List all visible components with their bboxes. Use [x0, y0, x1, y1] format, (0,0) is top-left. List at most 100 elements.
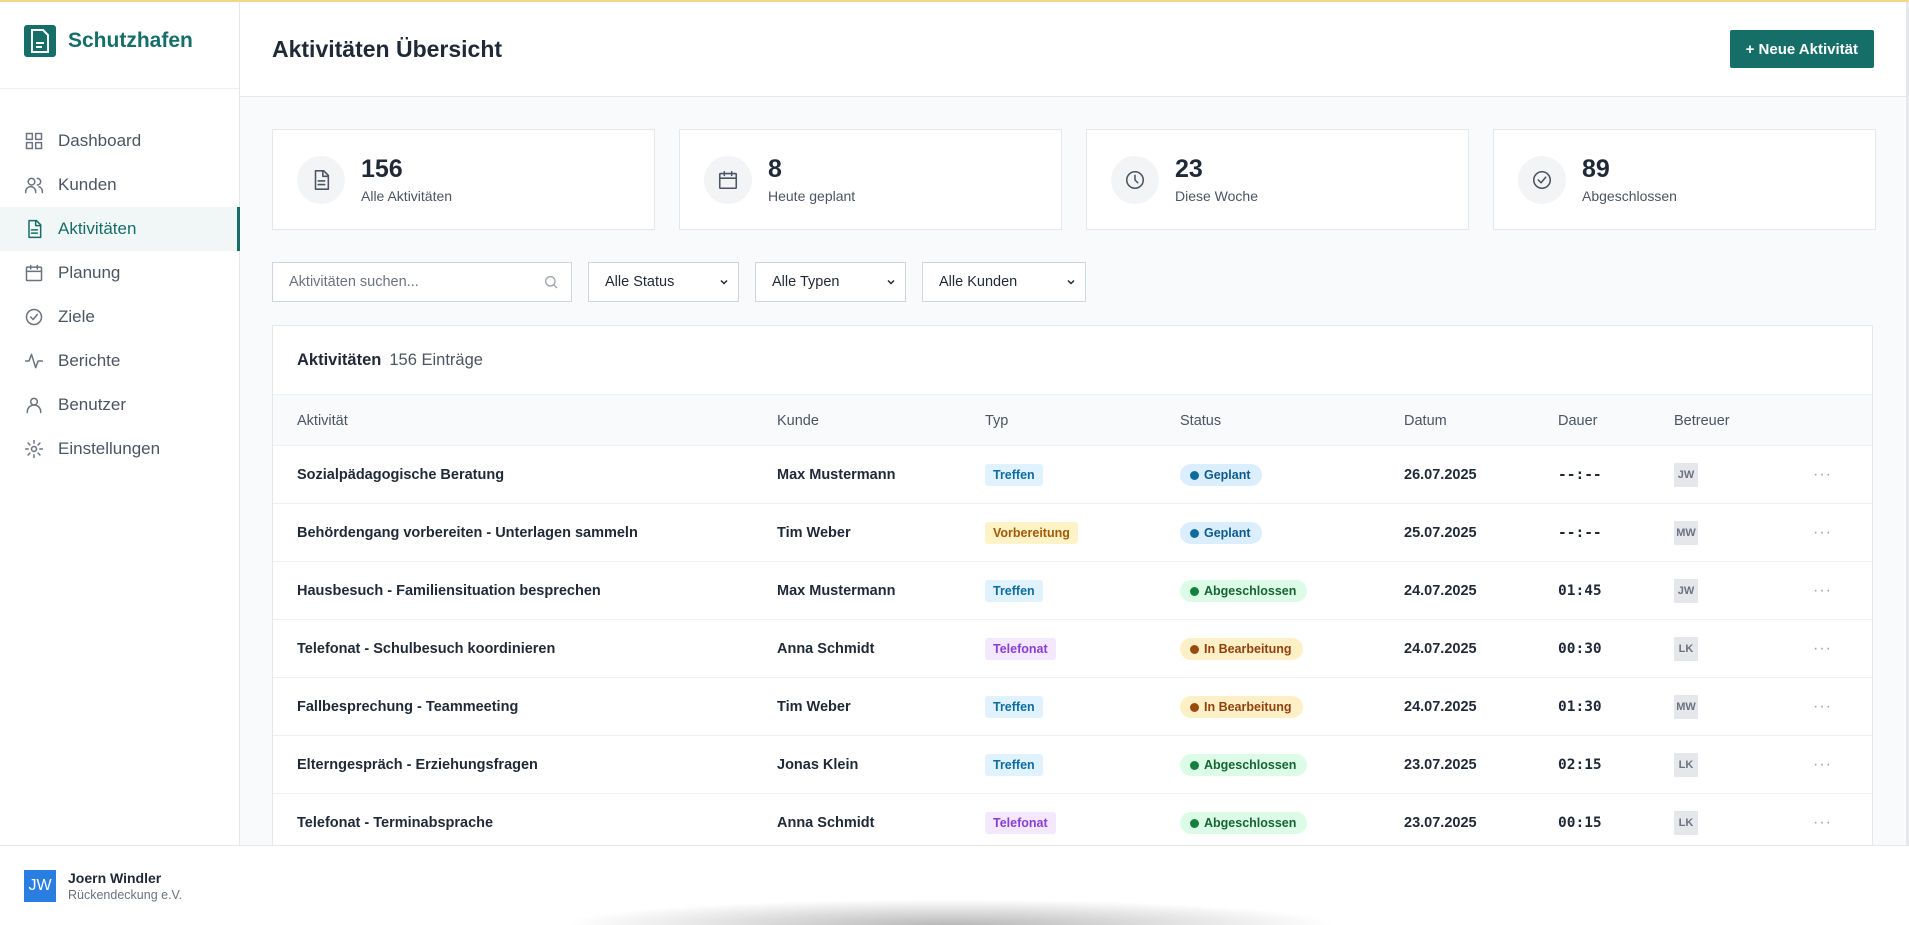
- cell-type: Treffen: [985, 562, 1043, 620]
- sidebar-item-einstellungen[interactable]: Einstellungen: [0, 427, 239, 471]
- cell-duration: 01:30: [1558, 699, 1602, 715]
- user-profile[interactable]: JW Joern Windler Rückendeckung e.V.: [0, 845, 1909, 925]
- stat-label: Abgeschlossen: [1582, 188, 1677, 204]
- more-actions-button[interactable]: ···: [1813, 582, 1832, 599]
- column-header[interactable]: Dauer: [1558, 413, 1598, 429]
- cell-activity: Telefonat - Schulbesuch koordinieren: [297, 641, 556, 657]
- column-header[interactable]: Betreuer: [1674, 413, 1730, 429]
- cell-type: Telefonat: [985, 794, 1056, 852]
- cell-date: 24.07.2025: [1404, 699, 1477, 715]
- sidebar-item-kunden[interactable]: Kunden: [0, 163, 239, 207]
- cell-status: Abgeschlossen: [1180, 794, 1308, 852]
- cell-customer: Anna Schmidt: [777, 815, 875, 831]
- search-input[interactable]: [273, 263, 571, 301]
- sidebar-item-ziele[interactable]: Ziele: [0, 295, 239, 339]
- table-row[interactable]: Behördengang vorbereiten - Unterlagen sa…: [273, 504, 1872, 562]
- new-activity-button[interactable]: + Neue Aktivität: [1729, 30, 1874, 68]
- stat-card-today[interactable]: 8 Heute geplant: [679, 129, 1062, 230]
- status-dot: [1190, 528, 1199, 538]
- sidebar-item-label: Dashboard: [58, 131, 142, 150]
- more-actions-button[interactable]: ···: [1813, 756, 1832, 773]
- page-header: Aktivitäten Übersicht + Neue Aktivität: [240, 2, 1906, 97]
- cell-customer: Max Mustermann: [777, 467, 896, 483]
- stat-value: 89: [1582, 155, 1610, 183]
- cell-customer: Tim Weber: [777, 699, 851, 715]
- cell-status: Geplant: [1180, 446, 1262, 504]
- stat-card-done[interactable]: 89 Abgeschlossen: [1493, 129, 1876, 230]
- scrollbar[interactable]: [1906, 0, 1909, 925]
- customer-select-value: Alle Kunden: [939, 274, 1018, 290]
- grid-icon: [25, 132, 43, 150]
- sidebar-item-aktivitaeten[interactable]: Aktivitäten: [0, 207, 240, 251]
- stat-value: 156: [361, 155, 403, 183]
- calendar-icon: [704, 155, 752, 204]
- column-header[interactable]: Datum: [1404, 413, 1447, 429]
- table-row[interactable]: Telefonat - Terminabsprache Anna Schmidt…: [273, 794, 1872, 852]
- drop-shadow: [560, 899, 1340, 925]
- sidebar-item-planung[interactable]: Planung: [0, 251, 239, 295]
- status-select[interactable]: Alle Status: [588, 262, 739, 302]
- cell-status: Abgeschlossen: [1180, 736, 1308, 794]
- status-label: Geplant: [1204, 468, 1251, 482]
- more-actions-button[interactable]: ···: [1813, 640, 1832, 657]
- customer-select[interactable]: Alle Kunden: [922, 262, 1086, 302]
- more-actions-button[interactable]: ···: [1813, 814, 1832, 831]
- status-label: Geplant: [1204, 526, 1251, 540]
- table-row[interactable]: Fallbesprechung - Teammeeting Tim Weber …: [273, 678, 1872, 736]
- status-label: In Bearbeitung: [1204, 700, 1292, 714]
- activity-icon: [24, 353, 44, 369]
- status-label: In Bearbeitung: [1204, 642, 1292, 656]
- sidebar-item-benutzer[interactable]: Benutzer: [0, 383, 239, 427]
- table-row[interactable]: Sozialpädagogische Beratung Max Musterma…: [273, 446, 1872, 504]
- avatar: JW: [1674, 579, 1698, 603]
- cell-assignee: JW: [1674, 562, 1698, 620]
- status-label: Abgeschlossen: [1204, 584, 1297, 598]
- cell-type: Treffen: [985, 678, 1043, 736]
- search-box: [272, 262, 572, 302]
- stat-card-all[interactable]: 156 Alle Aktivitäten: [272, 129, 655, 230]
- table-row[interactable]: Telefonat - Schulbesuch koordinieren Ann…: [273, 620, 1872, 678]
- sidebar-nav: Dashboard Kunden Aktivitäten Planung Zie…: [0, 119, 240, 471]
- column-header[interactable]: Typ: [985, 413, 1009, 429]
- more-actions-button[interactable]: ···: [1813, 466, 1832, 483]
- status-badge: Abgeschlossen: [1180, 580, 1308, 602]
- status-dot: [1190, 818, 1199, 828]
- status-dot: [1190, 470, 1199, 480]
- gear-icon: [24, 439, 44, 459]
- activities-table-card: Aktivitäten 156 Einträge Aktivität Kunde…: [272, 325, 1873, 925]
- status-dot: [1190, 702, 1199, 712]
- column-header[interactable]: Aktivität: [297, 413, 348, 429]
- cell-assignee: LK: [1674, 736, 1698, 794]
- type-select[interactable]: Alle Typen: [755, 262, 906, 302]
- column-header[interactable]: Status: [1180, 413, 1222, 429]
- stat-card-week[interactable]: 23 Diese Woche: [1086, 129, 1469, 230]
- status-dot: [1190, 760, 1199, 770]
- cell-assignee: LK: [1674, 620, 1698, 678]
- type-tag: Vorbereitung: [985, 522, 1078, 544]
- sidebar-item-label: Benutzer: [58, 395, 127, 414]
- cell-customer: Jonas Klein: [777, 757, 859, 773]
- brand[interactable]: Schutzhafen: [0, 0, 239, 89]
- avatar: JW: [1674, 463, 1698, 487]
- sidebar-item-berichte[interactable]: Berichte: [0, 339, 239, 383]
- cell-activity: Behördengang vorbereiten - Unterlagen sa…: [297, 525, 638, 541]
- status-dot: [1190, 644, 1199, 654]
- cell-date: 24.07.2025: [1404, 641, 1477, 657]
- table-title: Aktivitäten: [297, 350, 382, 369]
- cell-activity: Sozialpädagogische Beratung: [297, 467, 505, 483]
- type-tag: Treffen: [985, 580, 1043, 602]
- column-header[interactable]: Kunde: [777, 413, 819, 429]
- table-column-headers: Aktivität Kunde Typ Status Datum Dauer B…: [273, 394, 1872, 446]
- page-title: Aktivitäten Übersicht: [272, 36, 503, 62]
- type-tag: Treffen: [985, 464, 1043, 486]
- clock-icon: [1111, 155, 1159, 204]
- more-actions-button[interactable]: ···: [1813, 698, 1832, 715]
- status-label: Abgeschlossen: [1204, 758, 1297, 772]
- cell-type: Vorbereitung: [985, 504, 1078, 562]
- sidebar-item-dashboard[interactable]: Dashboard: [0, 119, 239, 163]
- table-row[interactable]: Elterngespräch - Erziehungsfragen Jonas …: [273, 736, 1872, 794]
- table-row[interactable]: Hausbesuch - Familiensituation bespreche…: [273, 562, 1872, 620]
- cell-activity: Telefonat - Terminabsprache: [297, 815, 494, 831]
- more-actions-button[interactable]: ···: [1813, 524, 1832, 541]
- cell-assignee: LK: [1674, 794, 1698, 852]
